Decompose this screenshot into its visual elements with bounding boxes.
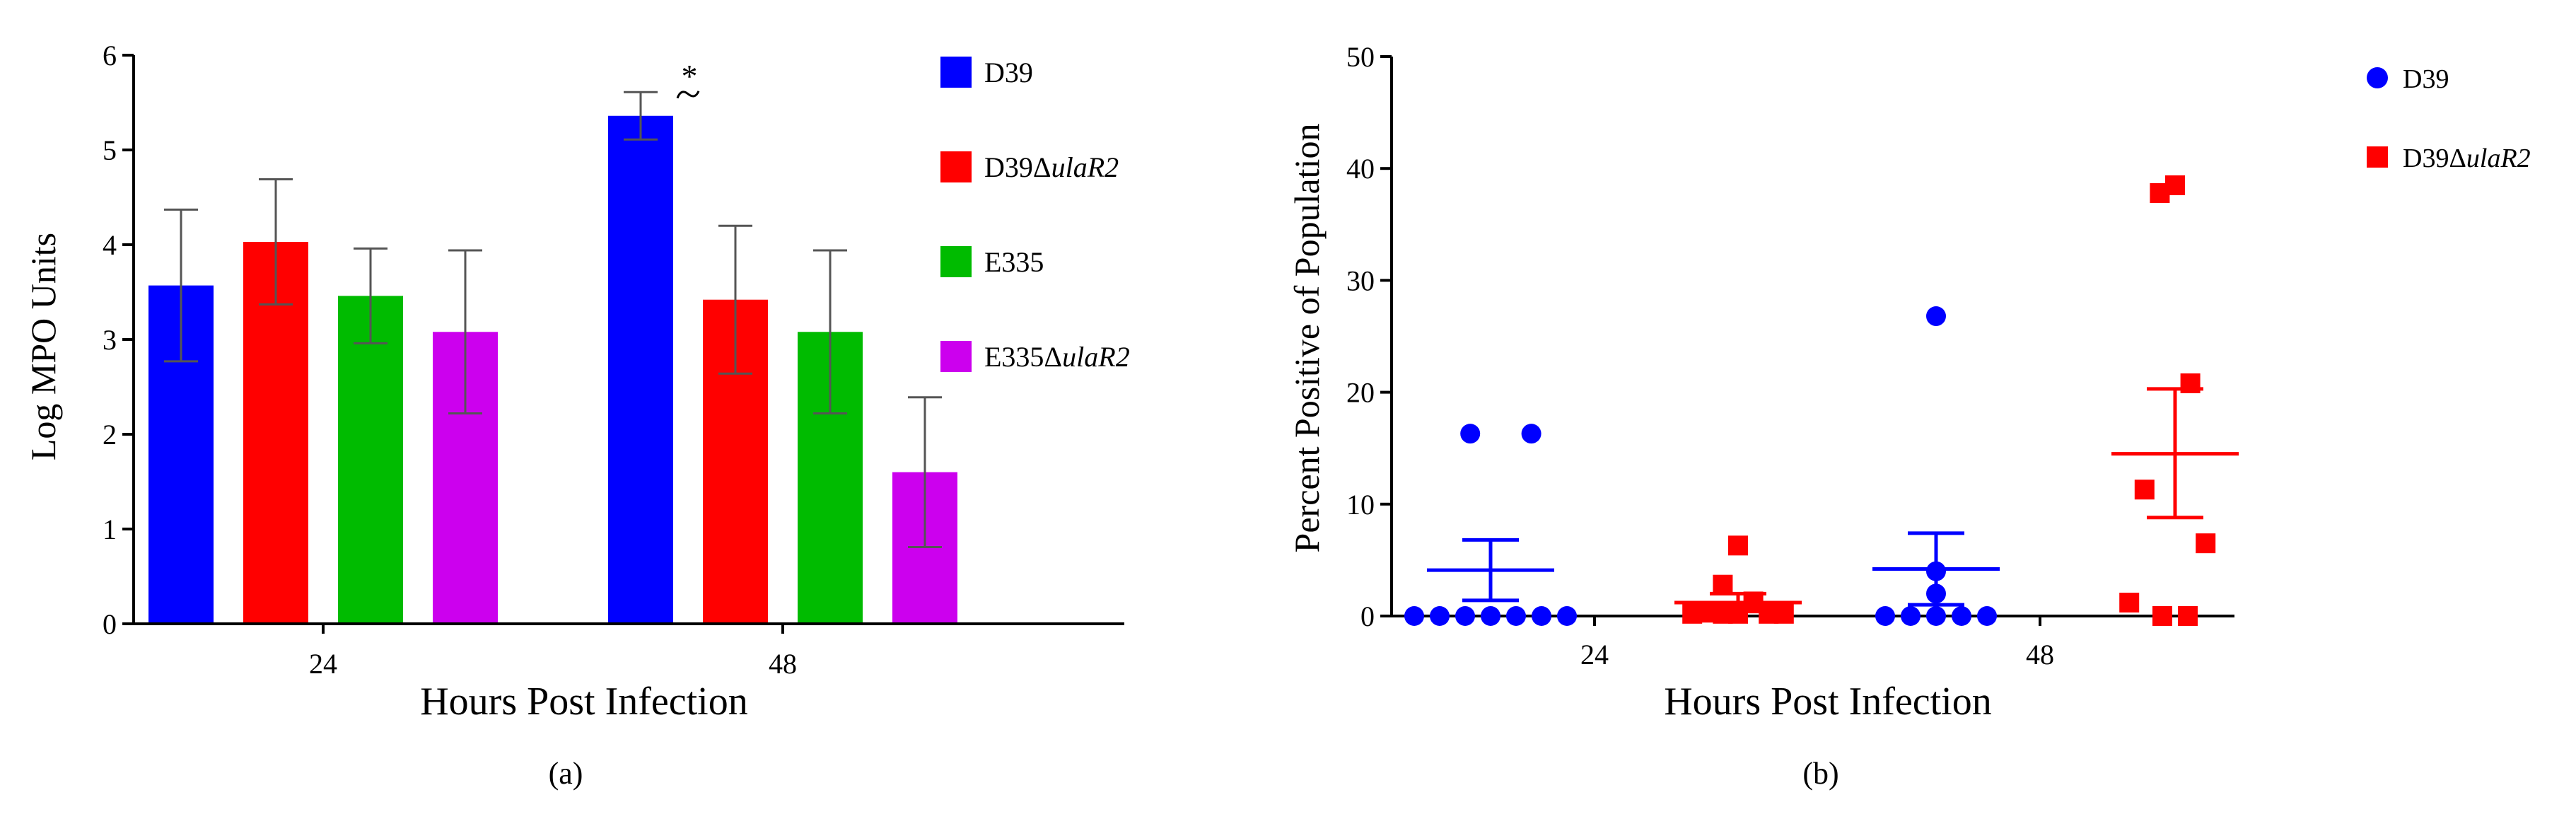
significance-star: * xyxy=(682,58,698,94)
y-tick-label-b: 10 xyxy=(1346,489,1375,521)
point-D39ΔulaR2-24 xyxy=(1713,603,1733,624)
legend-marker-D39ΔulaR2 xyxy=(2367,146,2388,168)
bar-D39-48 xyxy=(608,115,673,624)
point-D39ΔulaR2-24 xyxy=(1728,535,1748,556)
legend-label-E335: E335 xyxy=(984,246,1044,278)
bar-E335-24 xyxy=(338,296,403,624)
point-D39-24 xyxy=(1532,606,1551,626)
legend-swatch-E335ΔulaR2 xyxy=(940,341,972,372)
y-tick-label-a: 4 xyxy=(103,229,117,261)
x-axis-label-b: Hours Post Infection xyxy=(1664,680,1992,724)
y-tick-label-a: 2 xyxy=(103,419,117,451)
point-D39ΔulaR2-48 xyxy=(2134,480,2155,500)
point-D39-48 xyxy=(1901,606,1921,626)
bar-chart-panel-a: 0 1 2 3 4 5 6 24 48 Log MPO Units Hours Post In… xyxy=(23,40,1130,791)
point-D39ΔulaR2-48 xyxy=(2178,606,2198,626)
scatter-chart-panel-b: 0 10 20 30 40 50 24 48 Percent Positive of Pop… xyxy=(1287,41,2531,791)
point-D39ΔulaR2-24 xyxy=(1713,574,1733,595)
point-D39ΔulaR2-48 xyxy=(2196,533,2216,554)
point-D39-48 xyxy=(1952,606,1971,626)
panel-label-b: (b) xyxy=(1802,756,1838,791)
legend-swatch-E335 xyxy=(940,246,972,277)
x-tick-label-b: 48 xyxy=(2026,639,2054,670)
point-D39-24 xyxy=(1404,606,1424,626)
point-D39ΔulaR2-48 xyxy=(2152,606,2172,626)
point-D39-48 xyxy=(1926,306,1946,327)
y-tick-label-b: 20 xyxy=(1346,377,1375,409)
point-D39-24 xyxy=(1460,424,1481,444)
point-D39-48 xyxy=(1977,606,1997,626)
y-tick-label-b: 50 xyxy=(1346,41,1375,73)
x-tick-label-b: 24 xyxy=(1580,639,1609,670)
y-axis-label-b: Percent Positive of Population xyxy=(1287,124,1327,553)
significance-brace xyxy=(676,91,700,99)
point-D39-48 xyxy=(1926,606,1946,626)
y-axis-label-a: Log MPO Units xyxy=(23,233,63,460)
y-tick-label-b: 0 xyxy=(1360,600,1375,632)
legend-swatch-D39 xyxy=(940,57,972,88)
y-tick-label-a: 0 xyxy=(103,608,117,640)
x-axis-label-a: Hours Post Infection xyxy=(420,680,748,724)
y-tick-label-b: 40 xyxy=(1346,153,1375,185)
legend-swatch-D39ΔulaR2 xyxy=(940,151,972,182)
legend-label-E335ΔulaR2: E335ΔulaR2 xyxy=(984,341,1130,373)
x-tick-label-a: 24 xyxy=(309,648,337,680)
point-D39ΔulaR2-48 xyxy=(2119,593,2140,613)
point-D39-24 xyxy=(1481,606,1500,626)
legend-label-D39ΔulaR2: D39ΔulaR2 xyxy=(984,151,1119,183)
y-tick-label-b: 30 xyxy=(1346,265,1375,296)
bar-D39ΔulaR2-24 xyxy=(243,241,308,625)
y-tick-label-a: 5 xyxy=(103,134,117,166)
x-tick-label-a: 48 xyxy=(769,648,797,680)
legend-label-D39: D39 xyxy=(2403,64,2449,94)
legend-marker-D39 xyxy=(2367,67,2388,88)
point-D39ΔulaR2-48 xyxy=(2150,183,2170,204)
point-D39ΔulaR2-24 xyxy=(1682,603,1703,624)
point-D39-24 xyxy=(1521,424,1541,444)
y-tick-label-a: 1 xyxy=(103,513,117,545)
panel-label-a: (a) xyxy=(549,756,583,791)
point-D39-24 xyxy=(1430,606,1450,626)
y-tick-label-a: 6 xyxy=(103,40,117,71)
legend-label-D39ΔulaR2: D39ΔulaR2 xyxy=(2403,144,2531,173)
y-tick-label-a: 3 xyxy=(103,324,117,356)
point-D39ΔulaR2-24 xyxy=(1773,603,1794,624)
point-D39-48 xyxy=(1875,606,1895,626)
legend-label-D39: D39 xyxy=(984,57,1033,88)
point-D39-24 xyxy=(1455,606,1475,626)
point-D39-24 xyxy=(1557,606,1577,626)
point-D39-24 xyxy=(1506,606,1526,626)
